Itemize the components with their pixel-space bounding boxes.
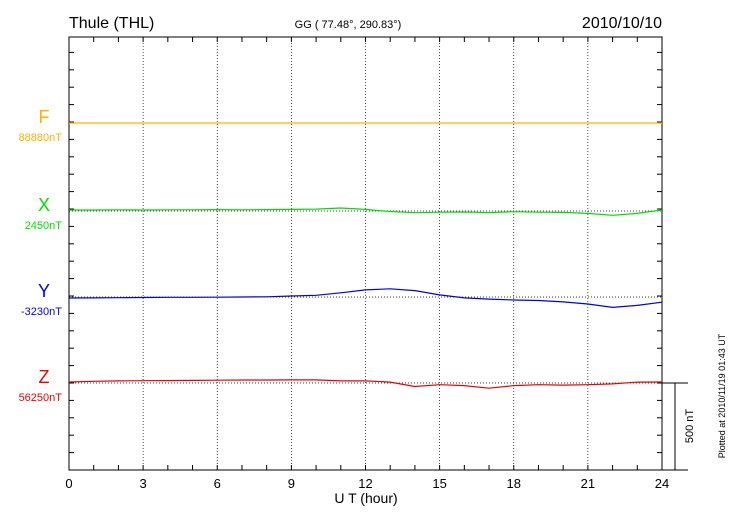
series-baseline-label: 88880nT <box>19 132 63 144</box>
x-axis-label: U T (hour) <box>334 490 397 506</box>
chart-date: 2010/10/10 <box>582 15 662 32</box>
x-tick-label: 6 <box>214 476 221 491</box>
scale-label: 500 nT <box>684 409 696 444</box>
x-tick-label: 9 <box>288 476 295 491</box>
x-tick-label: 0 <box>65 476 72 491</box>
series-baseline-label: 2450nT <box>25 220 63 232</box>
series-line-Z <box>68 379 663 389</box>
series-line-X <box>69 207 663 216</box>
x-tick-label: 24 <box>655 476 669 491</box>
x-tick-label: 3 <box>140 476 147 491</box>
series-baseline-label: -3230nT <box>21 306 62 318</box>
series-name-X: X <box>38 195 50 215</box>
x-tick-label: 12 <box>358 476 372 491</box>
series-line-Y <box>68 288 663 309</box>
chart-title: Thule (THL) <box>69 15 154 32</box>
series-name-Z: Z <box>39 367 50 387</box>
plotted-note: Plotted at 2010/11/19 01:43 UT <box>717 333 727 458</box>
chart-subtitle: GG ( 77.48°, 290.83°) <box>295 19 402 31</box>
x-tick-label: 15 <box>432 476 446 491</box>
x-tick-label: 18 <box>507 476 521 491</box>
x-tick-label: 21 <box>581 476 595 491</box>
series-name-Y: Y <box>38 281 50 301</box>
series-name-F: F <box>39 107 50 127</box>
series-baseline-label: 56250nT <box>19 392 63 404</box>
